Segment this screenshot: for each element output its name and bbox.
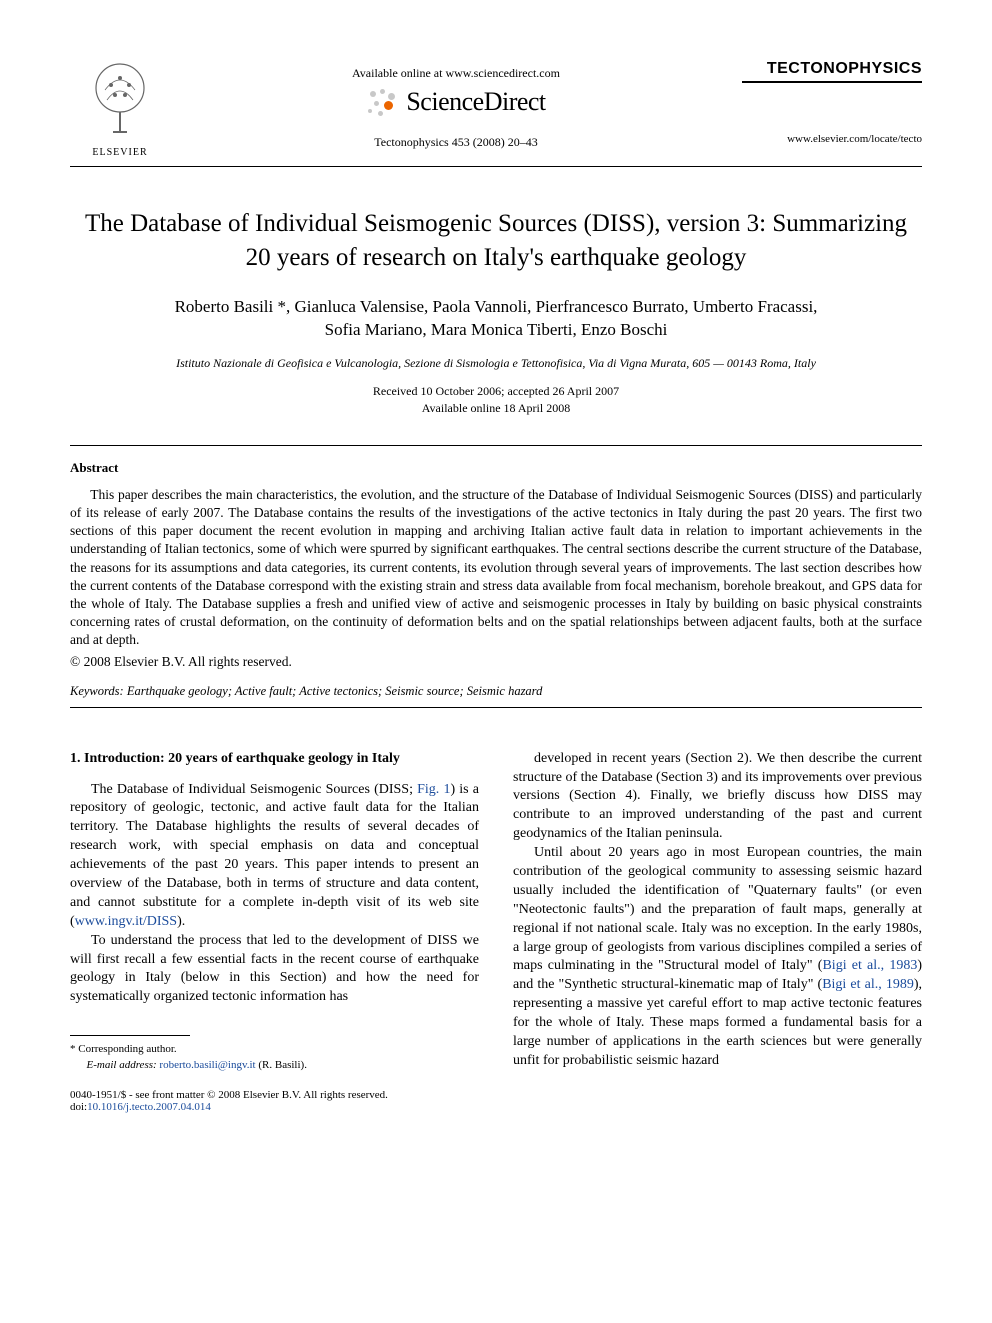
article-title: The Database of Individual Seismogenic S… bbox=[70, 207, 922, 275]
elsevier-tree-icon bbox=[85, 60, 155, 140]
section-1-para-2: To understand the process that led to th… bbox=[70, 932, 479, 1008]
abstract-copyright: © 2008 Elsevier B.V. All rights reserved… bbox=[70, 654, 922, 670]
doi-link[interactable]: 10.1016/j.tecto.2007.04.014 bbox=[87, 1101, 211, 1113]
article-dates: Received 10 October 2006; accepted 26 Ap… bbox=[70, 383, 922, 417]
doi-prefix: doi: bbox=[70, 1101, 87, 1113]
right-column: developed in recent years (Section 2). W… bbox=[513, 750, 922, 1073]
authors-line2: Sofia Mariano, Mara Monica Tiberti, Enzo… bbox=[325, 320, 668, 339]
affiliation: Istituto Nazionale di Geofisica e Vulcan… bbox=[70, 356, 922, 371]
corresponding-author: * Corresponding author. bbox=[70, 1042, 479, 1057]
email-line: E-mail address: roberto.basili@ingv.it (… bbox=[70, 1058, 479, 1073]
email-label: E-mail address: bbox=[87, 1059, 157, 1071]
paper-header: ELSEVIER Available online at www.science… bbox=[70, 60, 922, 158]
author-email-link[interactable]: roberto.basili@ingv.it bbox=[159, 1059, 255, 1071]
header-center: Available online at www.sciencedirect.co… bbox=[170, 60, 742, 150]
journal-url: www.elsevier.com/locate/tecto bbox=[742, 133, 922, 145]
available-online-line: Available online at www.sciencedirect.co… bbox=[170, 66, 742, 81]
header-right: TECTONOPHYSICS www.elsevier.com/locate/t… bbox=[742, 60, 922, 145]
footnote-rule bbox=[70, 1035, 190, 1036]
section-1-para-4: Until about 20 years ago in most Europea… bbox=[513, 844, 922, 1071]
keywords: Keywords: Earthquake geology; Active fau… bbox=[70, 684, 922, 699]
keywords-label: Keywords: bbox=[70, 684, 124, 698]
abstract-heading: Abstract bbox=[70, 460, 922, 476]
body-columns: 1. Introduction: 20 years of earthquake … bbox=[70, 750, 922, 1073]
abstract-top-rule bbox=[70, 445, 922, 446]
abstract-body: This paper describes the main characteri… bbox=[70, 486, 922, 650]
ref-bigi-1983-link[interactable]: Bigi et al., 1983 bbox=[822, 958, 917, 973]
section-1-heading: 1. Introduction: 20 years of earthquake … bbox=[70, 750, 479, 769]
publisher-logo-block: ELSEVIER bbox=[70, 60, 170, 158]
left-column: 1. Introduction: 20 years of earthquake … bbox=[70, 750, 479, 1073]
publisher-label: ELSEVIER bbox=[70, 147, 170, 158]
sciencedirect-logo: ScienceDirect bbox=[366, 87, 545, 117]
sciencedirect-text: ScienceDirect bbox=[406, 87, 545, 117]
abstract-bottom-rule bbox=[70, 707, 922, 708]
front-matter-line: 0040-1951/$ - see front matter © 2008 El… bbox=[70, 1089, 922, 1101]
journal-name: TECTONOPHYSICS bbox=[742, 60, 922, 83]
authors: Roberto Basili *, Gianluca Valensise, Pa… bbox=[70, 295, 922, 343]
ref-bigi-1989-link[interactable]: Bigi et al., 1989 bbox=[822, 977, 914, 992]
sciencedirect-dots-icon bbox=[366, 87, 400, 117]
keywords-list: Earthquake geology; Active fault; Active… bbox=[127, 684, 543, 698]
email-suffix: (R. Basili). bbox=[258, 1059, 307, 1071]
section-1-para-1: The Database of Individual Seismogenic S… bbox=[70, 781, 479, 932]
footnote-block: * Corresponding author. E-mail address: … bbox=[70, 1042, 479, 1073]
dates-received: Received 10 October 2006; accepted 26 Ap… bbox=[373, 384, 619, 398]
diss-url-link[interactable]: www.ingv.it/DISS bbox=[75, 914, 177, 929]
fig-1-link[interactable]: Fig. 1 bbox=[417, 782, 450, 797]
header-rule bbox=[70, 166, 922, 167]
dates-online: Available online 18 April 2008 bbox=[422, 401, 570, 415]
authors-line1: Roberto Basili *, Gianluca Valensise, Pa… bbox=[175, 297, 818, 316]
section-1-para-3: developed in recent years (Section 2). W… bbox=[513, 750, 922, 844]
doi-line: doi:10.1016/j.tecto.2007.04.014 bbox=[70, 1101, 922, 1113]
journal-reference: Tectonophysics 453 (2008) 20–43 bbox=[170, 135, 742, 150]
